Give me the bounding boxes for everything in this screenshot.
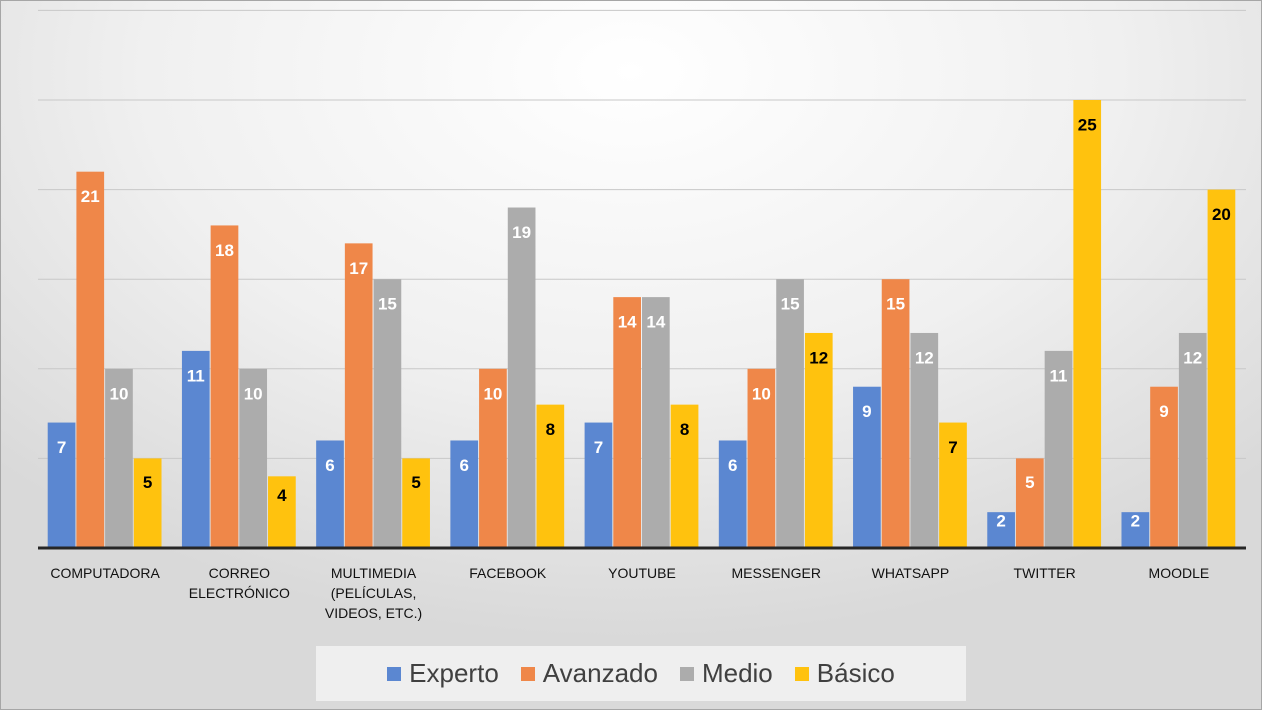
value-label: 5 <box>143 473 152 492</box>
bar <box>747 368 776 548</box>
bar <box>1121 512 1150 548</box>
legend-label: Medio <box>701 658 773 688</box>
x-tick-label: TWITTER <box>1013 565 1076 581</box>
legend-swatch <box>387 666 402 681</box>
value-label: 10 <box>110 384 129 403</box>
value-label: 25 <box>1078 115 1097 134</box>
value-label: 10 <box>244 384 263 403</box>
bar <box>1044 350 1073 548</box>
value-label: 21 <box>81 187 100 206</box>
value-label: 5 <box>1025 473 1034 492</box>
legend-item: Experto <box>387 658 499 689</box>
x-tick-label: MULTIMEDIA (PELÍCULAS, VIDEOS, ETC.) <box>324 565 423 621</box>
bar <box>507 207 536 548</box>
x-tick-label: WHATSAPP <box>871 565 950 581</box>
value-label: 15 <box>781 295 800 314</box>
bar <box>450 440 479 548</box>
value-label: 8 <box>680 420 689 439</box>
bar <box>670 404 699 548</box>
value-label: 7 <box>948 438 957 457</box>
bar <box>479 368 507 548</box>
x-tick-label: MESSENGER <box>731 565 821 581</box>
bar <box>1073 100 1102 548</box>
value-label: 5 <box>411 473 420 492</box>
bar <box>344 243 373 549</box>
value-label: 12 <box>1183 348 1202 367</box>
value-label: 6 <box>325 456 334 475</box>
bar <box>584 422 613 548</box>
bar <box>642 297 670 548</box>
x-tick-label: MOODLE <box>1148 565 1210 581</box>
bar <box>316 440 344 548</box>
value-label: 7 <box>57 438 66 457</box>
bar <box>718 440 747 548</box>
x-tick-label: FACEBOOK <box>469 565 547 581</box>
legend-label: Básico <box>816 658 895 688</box>
value-label: 6 <box>459 456 468 475</box>
legend-item: Avanzado <box>520 658 658 689</box>
x-tick-label: COMPUTADORA <box>50 565 160 581</box>
bar <box>987 512 1015 548</box>
value-label: 20 <box>1212 205 1231 224</box>
value-label: 15 <box>378 295 397 314</box>
legend-item: Básico <box>794 658 895 689</box>
bar <box>1207 189 1236 548</box>
value-label: 15 <box>886 295 905 314</box>
value-label: 10 <box>752 384 771 403</box>
x-tick-label: YOUTUBE <box>608 565 676 581</box>
value-label: 8 <box>546 420 555 439</box>
value-label: 12 <box>915 348 934 367</box>
value-label: 14 <box>618 313 637 332</box>
legend-label: Experto <box>409 658 499 688</box>
bar <box>1015 458 1044 548</box>
value-label: 11 <box>1050 366 1068 385</box>
bar <box>105 368 133 548</box>
bar <box>402 458 430 548</box>
bar <box>47 422 76 548</box>
bar <box>1150 386 1178 548</box>
bar <box>268 476 296 548</box>
value-label: 6 <box>728 456 737 475</box>
bar <box>181 350 210 548</box>
legend-swatch <box>520 666 535 681</box>
bar <box>210 225 239 548</box>
value-label: 12 <box>809 348 828 367</box>
value-label: 2 <box>996 512 1005 531</box>
bar <box>133 458 162 548</box>
bar <box>373 279 402 548</box>
bar <box>536 404 565 548</box>
value-label: 2 <box>1131 512 1140 531</box>
bar <box>881 279 910 548</box>
value-label: 11 <box>187 366 205 385</box>
bar <box>910 332 939 548</box>
legend-item: Medio <box>679 658 773 689</box>
bar <box>76 171 105 548</box>
value-label: 17 <box>349 259 368 278</box>
value-label: 19 <box>512 223 531 242</box>
value-label: 9 <box>1159 402 1168 421</box>
legend-swatch <box>794 666 809 681</box>
value-label: 9 <box>862 402 871 421</box>
bar <box>1178 332 1207 548</box>
legend: Experto Avanzado Medio Básico <box>316 646 966 701</box>
value-label: 14 <box>646 313 665 332</box>
bar <box>853 386 881 548</box>
bar <box>776 279 804 548</box>
legend-swatch <box>679 666 694 681</box>
x-tick-label: CORREO ELECTRÓNICO <box>188 565 290 601</box>
value-label: 18 <box>215 241 234 260</box>
legend-label: Avanzado <box>542 658 658 688</box>
value-label: 7 <box>594 438 603 457</box>
bar <box>239 368 268 548</box>
bar <box>613 297 641 548</box>
bar <box>939 422 967 548</box>
value-label: 4 <box>277 486 287 505</box>
value-label: 10 <box>483 384 502 403</box>
bar <box>804 332 833 548</box>
